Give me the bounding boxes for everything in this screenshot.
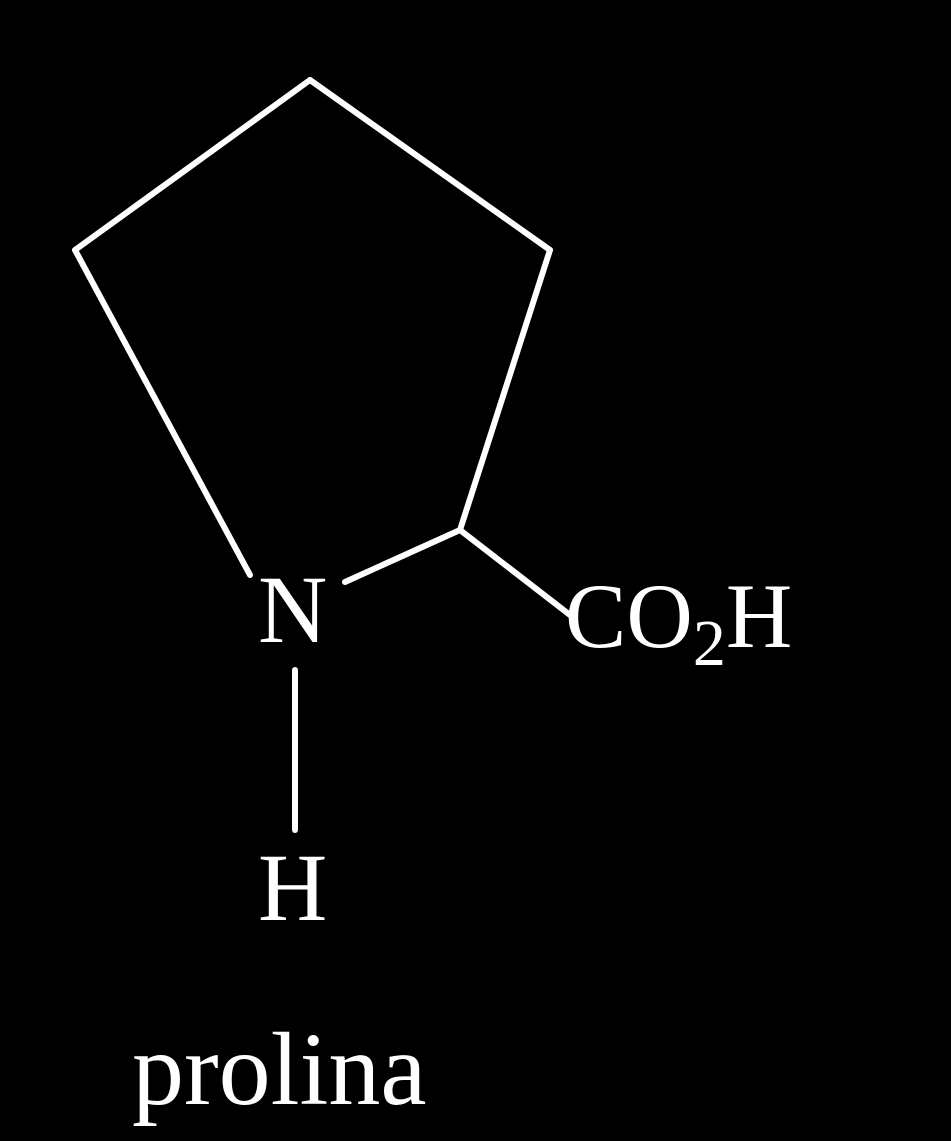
hydrogen-atom-label: H bbox=[258, 840, 327, 936]
carboxyl-group-label: CO2H bbox=[565, 570, 792, 662]
carboxyl-subscript: 2 bbox=[693, 607, 726, 680]
molecule-name-label: prolina bbox=[132, 1010, 427, 1129]
structure-svg bbox=[0, 0, 951, 1141]
nitrogen-atom-label: N bbox=[258, 562, 327, 658]
carboxyl-co: CO bbox=[565, 565, 693, 667]
carboxyl-h: H bbox=[726, 565, 792, 667]
molecule-diagram: N H CO2H prolina bbox=[0, 0, 951, 1141]
